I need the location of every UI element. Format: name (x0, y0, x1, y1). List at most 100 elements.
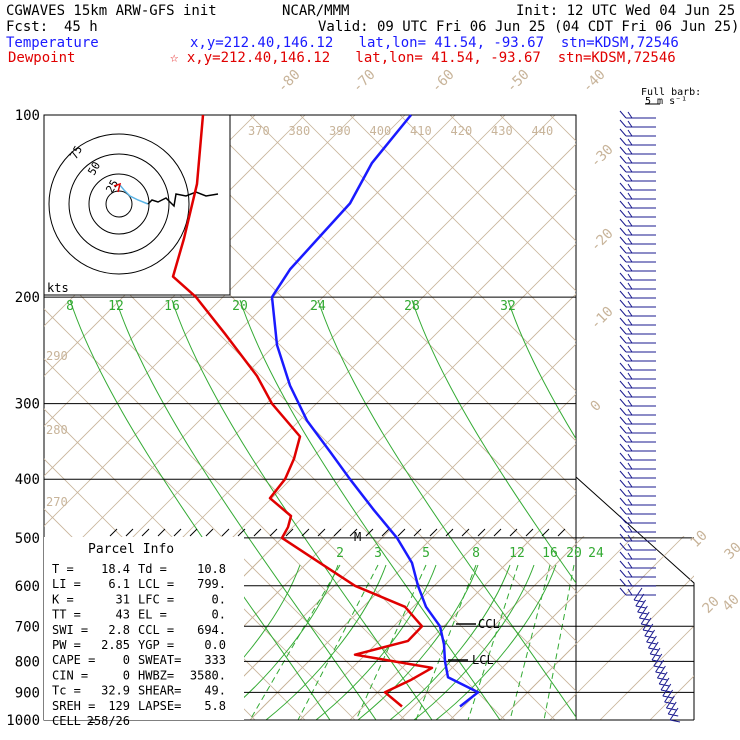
freezing-hatch (301, 528, 310, 537)
freezing-hatch (413, 528, 422, 537)
legend-temperature: Temperature (6, 35, 99, 51)
parcel-key: PW = (52, 638, 81, 652)
freezing-hatch (477, 528, 486, 537)
wind-barb-flag (627, 525, 633, 533)
mixing-ratio-curve (69, 299, 331, 720)
isotherm-label: -60 (429, 67, 458, 96)
isotherm-line (549, 575, 694, 720)
pressure-tick-label: 900 (15, 685, 40, 701)
wind-barb-flag (619, 542, 627, 551)
wind-barb-flag (627, 534, 633, 542)
wind-barb-flag (619, 425, 627, 434)
wind-barb-flag (619, 551, 627, 560)
theta-line (700, 115, 740, 720)
freezing-hatch (253, 528, 262, 537)
parcel-key: LCL = (138, 577, 174, 591)
wind-barb-flag (627, 363, 633, 371)
freezing-hatch (557, 528, 566, 537)
isotherm-label: -30 (588, 142, 617, 171)
theta-line (44, 408, 356, 720)
wind-barb-shaft (664, 689, 674, 703)
wind-barb-flag (627, 129, 633, 137)
isotherm-line (499, 536, 685, 720)
wind-barb-flag (619, 506, 627, 515)
wind-barb-flag (627, 201, 633, 209)
isotherm-label: -50 (504, 67, 533, 96)
wind-barb-flag (627, 273, 633, 281)
wind-barb-flag (619, 110, 627, 119)
mixing-ratio-dashed (509, 564, 551, 720)
parcel-value: 31 (116, 592, 130, 606)
wind-barb-flag (627, 300, 633, 308)
freezing-hatch (541, 528, 550, 537)
mixing-ratio-label: 12 (509, 546, 525, 561)
wind-barb-flag (619, 317, 627, 326)
theta-line (44, 258, 506, 720)
parcel-value: 49. (204, 684, 226, 698)
hodograph-ring (68, 153, 170, 255)
parcel-value: 2.85 (101, 638, 130, 652)
parcel-key: HWBZ= (138, 668, 174, 682)
isotherm-line (199, 536, 385, 720)
wind-barb-shaft (665, 695, 675, 709)
wind-barb-flag (619, 254, 627, 263)
mixing-ratio-dashed (543, 564, 575, 720)
wind-barb-flag (619, 398, 627, 407)
wind-barb-flag (619, 164, 627, 173)
theta-line (149, 115, 576, 542)
theta-side-label: 280 (46, 423, 68, 437)
dewpoint-location: ☆ x,y=212.40,146.12 lat,lon= 41.54, -93.… (170, 50, 676, 66)
wind-barb-flag (619, 434, 627, 443)
parcel-value: 694. (197, 623, 226, 637)
pressure-tick-label: 700 (15, 619, 40, 635)
pressure-tick-label: 400 (15, 472, 40, 488)
theta-line (299, 115, 576, 392)
wind-barb-flag (627, 435, 633, 443)
parcel-value: 2.8 (108, 623, 130, 637)
wind-barb-flag (627, 174, 633, 182)
wind-barb-flag (627, 372, 633, 380)
wind-barb-flag (627, 579, 633, 587)
wind-barb-flag (627, 417, 633, 425)
wind-barb-flag (619, 245, 627, 254)
theta-line (549, 115, 576, 142)
freezing-hatch (317, 528, 326, 537)
isotherm-line (449, 536, 635, 720)
wind-barb-flag (619, 191, 627, 200)
isotherm-line (199, 343, 576, 720)
wind-barb-flag (619, 200, 627, 209)
wind-barb-shaft (649, 641, 659, 655)
theta-line (399, 115, 576, 292)
freezing-hatch (381, 528, 390, 537)
pressure-tick-label: 500 (15, 531, 40, 547)
parcel-value: 6.1 (108, 577, 130, 591)
freezing-hatch (269, 528, 278, 537)
wind-barb-flag (619, 236, 627, 245)
isotherm-line (650, 115, 740, 720)
mixing-ratio-curve (411, 299, 576, 584)
isotherm-line (299, 443, 576, 720)
wind-barb-flag (619, 335, 627, 344)
theta-label: 390 (329, 124, 351, 138)
wind-barb-flag (619, 155, 627, 164)
theta-line (44, 358, 406, 720)
freezing-hatch (173, 528, 182, 537)
theta-line (349, 115, 576, 342)
freezing-hatch (349, 528, 358, 537)
mixing-ratio-label: 20 (566, 546, 582, 561)
theta-line (249, 115, 576, 442)
wind-barb-flag (627, 138, 633, 146)
wind-barb-flag (619, 281, 627, 290)
freezing-hatch (109, 528, 118, 537)
wind-barb-flag (627, 516, 633, 524)
wind-barb-flag (619, 209, 627, 218)
wind-barb-shaft (656, 665, 666, 679)
mixing-ratio-curve (317, 299, 576, 718)
theta-label: 400 (370, 124, 392, 138)
wind-barb-flag (619, 461, 627, 470)
parcel-title: Parcel Info (88, 542, 174, 557)
isotherm-line (0, 115, 5, 720)
hodograph-ring-label: 50 (85, 160, 103, 178)
wind-barb-flag (627, 165, 633, 173)
wind-barb-flag (627, 471, 633, 479)
